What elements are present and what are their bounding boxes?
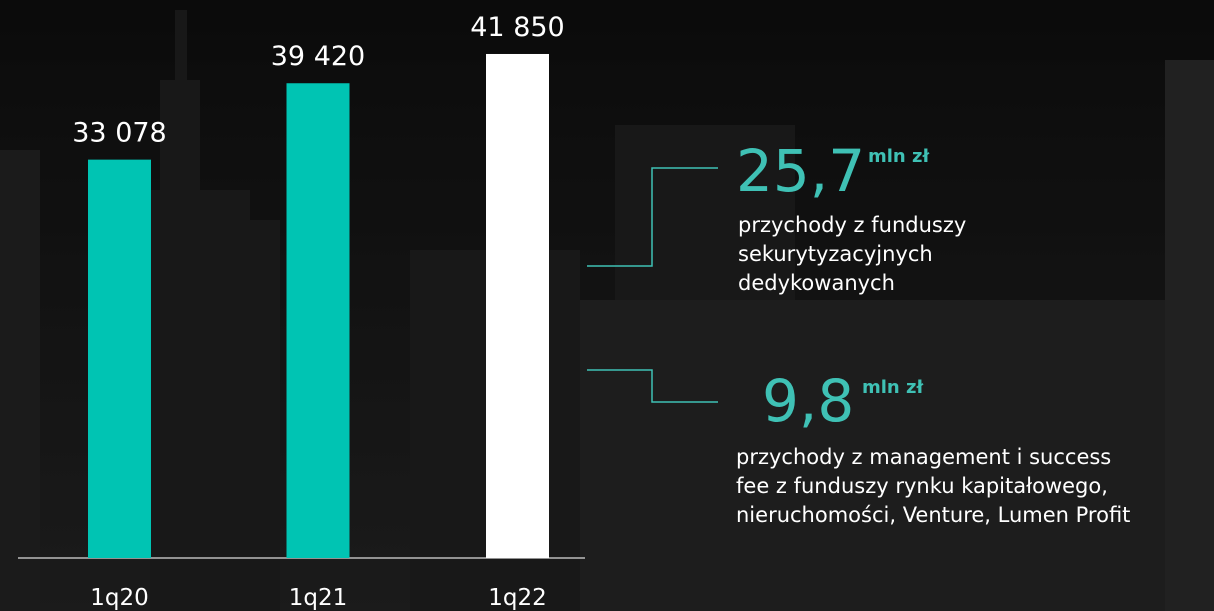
annotation-line: nieruchomości, Venture, Lumen Profit bbox=[736, 503, 1130, 527]
annotation-unit: mln zł bbox=[868, 146, 930, 167]
bar bbox=[286, 83, 350, 558]
annotation-value: 9,8 bbox=[762, 367, 854, 435]
value-label: 41 850 bbox=[470, 12, 564, 43]
bar bbox=[486, 53, 549, 558]
connector bbox=[587, 369, 718, 403]
connector bbox=[587, 167, 718, 267]
annotation-line: sekurytyzacyjnych bbox=[738, 242, 933, 266]
x-tick-label: 1q21 bbox=[289, 585, 348, 611]
city-silhouette bbox=[0, 10, 1214, 611]
bar bbox=[88, 159, 151, 558]
value-label: 33 078 bbox=[72, 118, 166, 149]
annotation-line: przychody z management i success bbox=[736, 445, 1111, 469]
value-label: 39 420 bbox=[271, 41, 365, 72]
annotation-line: przychody z funduszy bbox=[738, 213, 966, 237]
annotation-line: dedykowanych bbox=[738, 271, 895, 295]
x-tick-label: 1q22 bbox=[488, 585, 547, 611]
annotation-unit: mln zł bbox=[862, 377, 924, 398]
annotation-line: fee z funduszy rynku kapitałowego, bbox=[736, 474, 1108, 498]
x-tick-label: 1q20 bbox=[90, 585, 149, 611]
annotation-value: 25,7 bbox=[736, 137, 865, 205]
